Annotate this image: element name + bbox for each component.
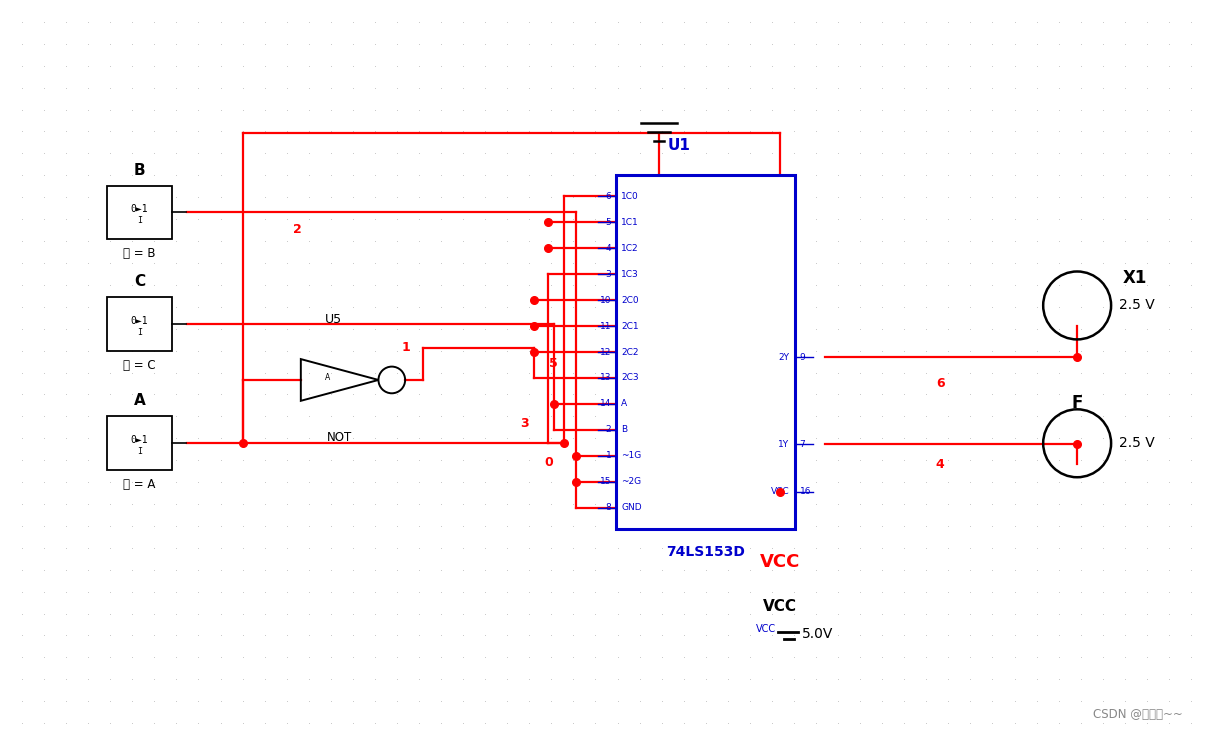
Text: 11: 11 — [599, 322, 611, 331]
Text: 1Y: 1Y — [779, 440, 790, 448]
Text: 12: 12 — [600, 347, 611, 357]
Text: 7: 7 — [799, 440, 805, 448]
Text: B: B — [621, 425, 627, 434]
Text: 2C1: 2C1 — [621, 322, 639, 331]
Text: VCC: VCC — [771, 487, 790, 496]
Text: NOT: NOT — [328, 431, 352, 443]
Text: 2C3: 2C3 — [621, 373, 639, 382]
Text: U1: U1 — [667, 138, 690, 153]
Text: 1C2: 1C2 — [621, 244, 639, 253]
Text: VCC: VCC — [756, 624, 776, 634]
Text: 2: 2 — [292, 223, 302, 236]
Text: 键 = A: 键 = A — [124, 478, 155, 491]
Text: A: A — [325, 373, 330, 382]
Text: 0: 0 — [543, 456, 553, 469]
Text: 2: 2 — [605, 425, 611, 434]
Text: 9: 9 — [799, 353, 805, 362]
Text: A: A — [133, 393, 146, 408]
Text: 5: 5 — [548, 357, 558, 370]
Text: VCC: VCC — [759, 554, 801, 571]
Text: 0►1: 0►1 — [131, 204, 148, 215]
Text: VCC: VCC — [763, 599, 797, 614]
Text: I: I — [137, 447, 142, 456]
Text: I: I — [137, 216, 142, 225]
Text: 5: 5 — [605, 218, 611, 226]
Text: 4: 4 — [935, 457, 945, 471]
Bar — [107, 297, 172, 351]
Text: 2.5 V: 2.5 V — [1120, 299, 1155, 312]
Text: 1C0: 1C0 — [621, 191, 639, 201]
Text: ~1G: ~1G — [621, 451, 642, 460]
Text: 4: 4 — [605, 244, 611, 253]
Text: 13: 13 — [599, 373, 611, 382]
Text: F: F — [1071, 394, 1083, 413]
Text: 74LS153D: 74LS153D — [666, 545, 745, 559]
Text: 2.5 V: 2.5 V — [1120, 437, 1155, 450]
Text: 3: 3 — [605, 270, 611, 279]
Text: 2Y: 2Y — [779, 353, 790, 362]
Text: 15: 15 — [599, 478, 611, 486]
Text: A: A — [621, 399, 627, 408]
Text: I: I — [137, 328, 142, 337]
Bar — [107, 416, 172, 470]
Text: 5.0V: 5.0V — [802, 627, 833, 641]
Text: 16: 16 — [799, 487, 811, 496]
Text: 10: 10 — [599, 296, 611, 305]
Text: 键 = B: 键 = B — [124, 247, 155, 260]
Text: C: C — [133, 274, 146, 289]
Text: 键 = C: 键 = C — [124, 359, 155, 372]
Text: 1: 1 — [402, 341, 411, 355]
Text: 6: 6 — [605, 191, 611, 201]
Text: GND: GND — [621, 503, 642, 513]
Text: CSDN @小菜菜~~: CSDN @小菜菜~~ — [1093, 708, 1183, 721]
Text: 2C2: 2C2 — [621, 347, 639, 357]
Text: ~2G: ~2G — [621, 478, 642, 486]
Text: X1: X1 — [1123, 270, 1147, 288]
Text: 14: 14 — [600, 399, 611, 408]
Text: 3: 3 — [519, 416, 529, 430]
Text: 1C1: 1C1 — [621, 218, 639, 226]
Text: U5: U5 — [325, 313, 342, 326]
Text: 0►1: 0►1 — [131, 435, 148, 446]
Text: 6: 6 — [935, 377, 945, 390]
Text: 8: 8 — [605, 503, 611, 513]
Text: B: B — [133, 162, 146, 177]
Text: 1: 1 — [605, 451, 611, 460]
Text: 1C3: 1C3 — [621, 270, 639, 279]
Bar — [107, 186, 172, 239]
Text: 0►1: 0►1 — [131, 316, 148, 326]
Text: 2C0: 2C0 — [621, 296, 639, 305]
Bar — [616, 175, 795, 529]
